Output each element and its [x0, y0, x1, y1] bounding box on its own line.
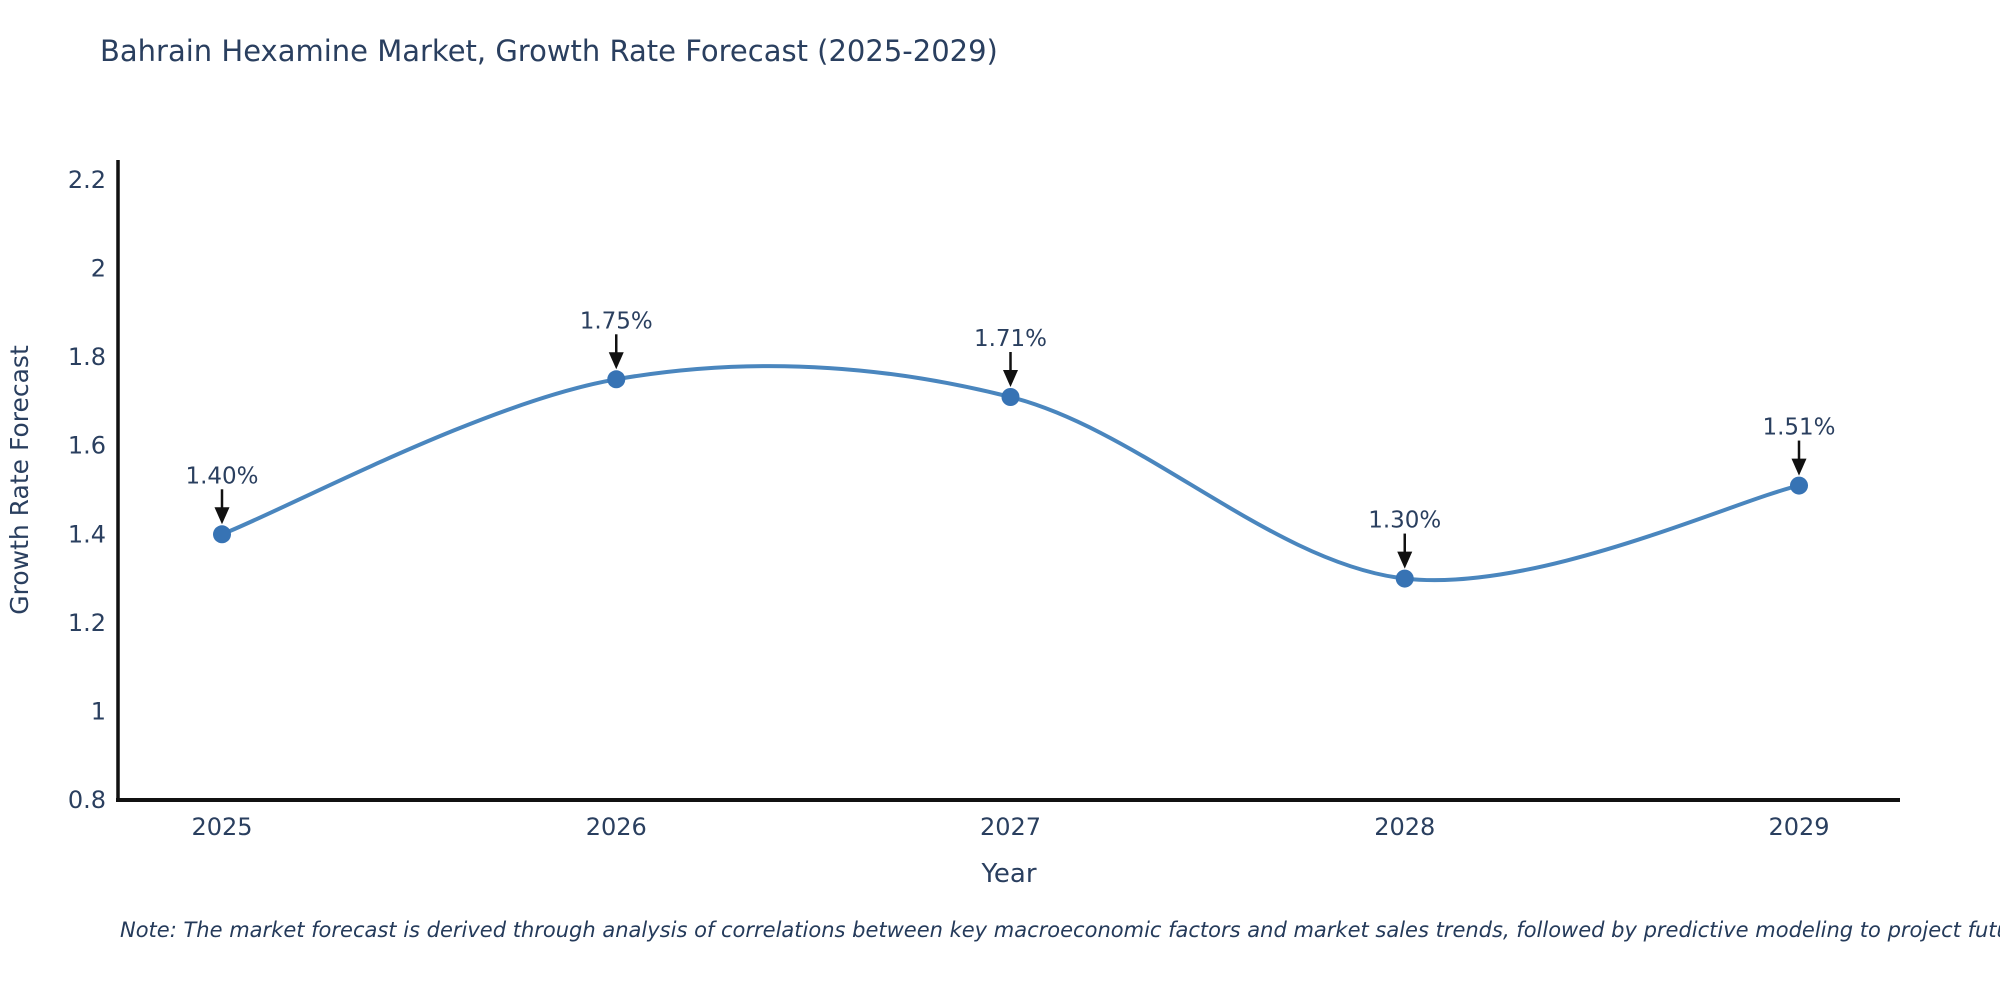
x-axis-title: Year	[980, 859, 1036, 889]
data-point-marker[interactable]	[1395, 569, 1414, 588]
y-tick-label: 1.4	[68, 520, 106, 548]
point-value-label: 1.71%	[974, 326, 1047, 352]
x-tick-label: 2029	[1768, 813, 1829, 841]
y-tick-label: 2.2	[68, 166, 106, 194]
data-point-marker[interactable]	[1001, 388, 1020, 406]
annotation-arrow-head	[214, 507, 230, 525]
y-tick-label: 2	[91, 255, 106, 283]
annotation-arrow-head	[1003, 370, 1018, 387]
annotation-arrow-head	[608, 352, 624, 370]
y-tick-label: 1.6	[68, 432, 106, 460]
point-value-label: 1.40%	[185, 463, 258, 489]
x-tick-label: 2027	[980, 813, 1041, 841]
x-tick-label: 2025	[191, 813, 252, 841]
chart-title: Bahrain Hexamine Market, Growth Rate For…	[100, 34, 998, 68]
y-tick-label: 0.8	[68, 786, 106, 814]
data-point-marker[interactable]	[1790, 476, 1808, 495]
x-tick-label: 2028	[1374, 813, 1435, 841]
data-point-marker[interactable]	[607, 370, 626, 389]
y-tick-label: 1	[91, 697, 106, 725]
y-tick-label: 1.2	[68, 609, 106, 637]
data-point-marker[interactable]	[213, 525, 231, 544]
x-tick-label: 2026	[586, 813, 647, 841]
annotation-arrow-head	[1791, 458, 1807, 476]
point-value-label: 1.51%	[1762, 415, 1835, 441]
y-axis-title: Growth Rate Forecast	[5, 345, 34, 615]
point-value-label: 1.30%	[1368, 508, 1441, 534]
y-tick-label: 1.8	[68, 343, 106, 371]
annotation-arrow-head	[1397, 551, 1413, 569]
point-value-label: 1.75%	[580, 308, 653, 334]
footnote: Note: The market forecast is derived thr…	[120, 918, 2000, 942]
